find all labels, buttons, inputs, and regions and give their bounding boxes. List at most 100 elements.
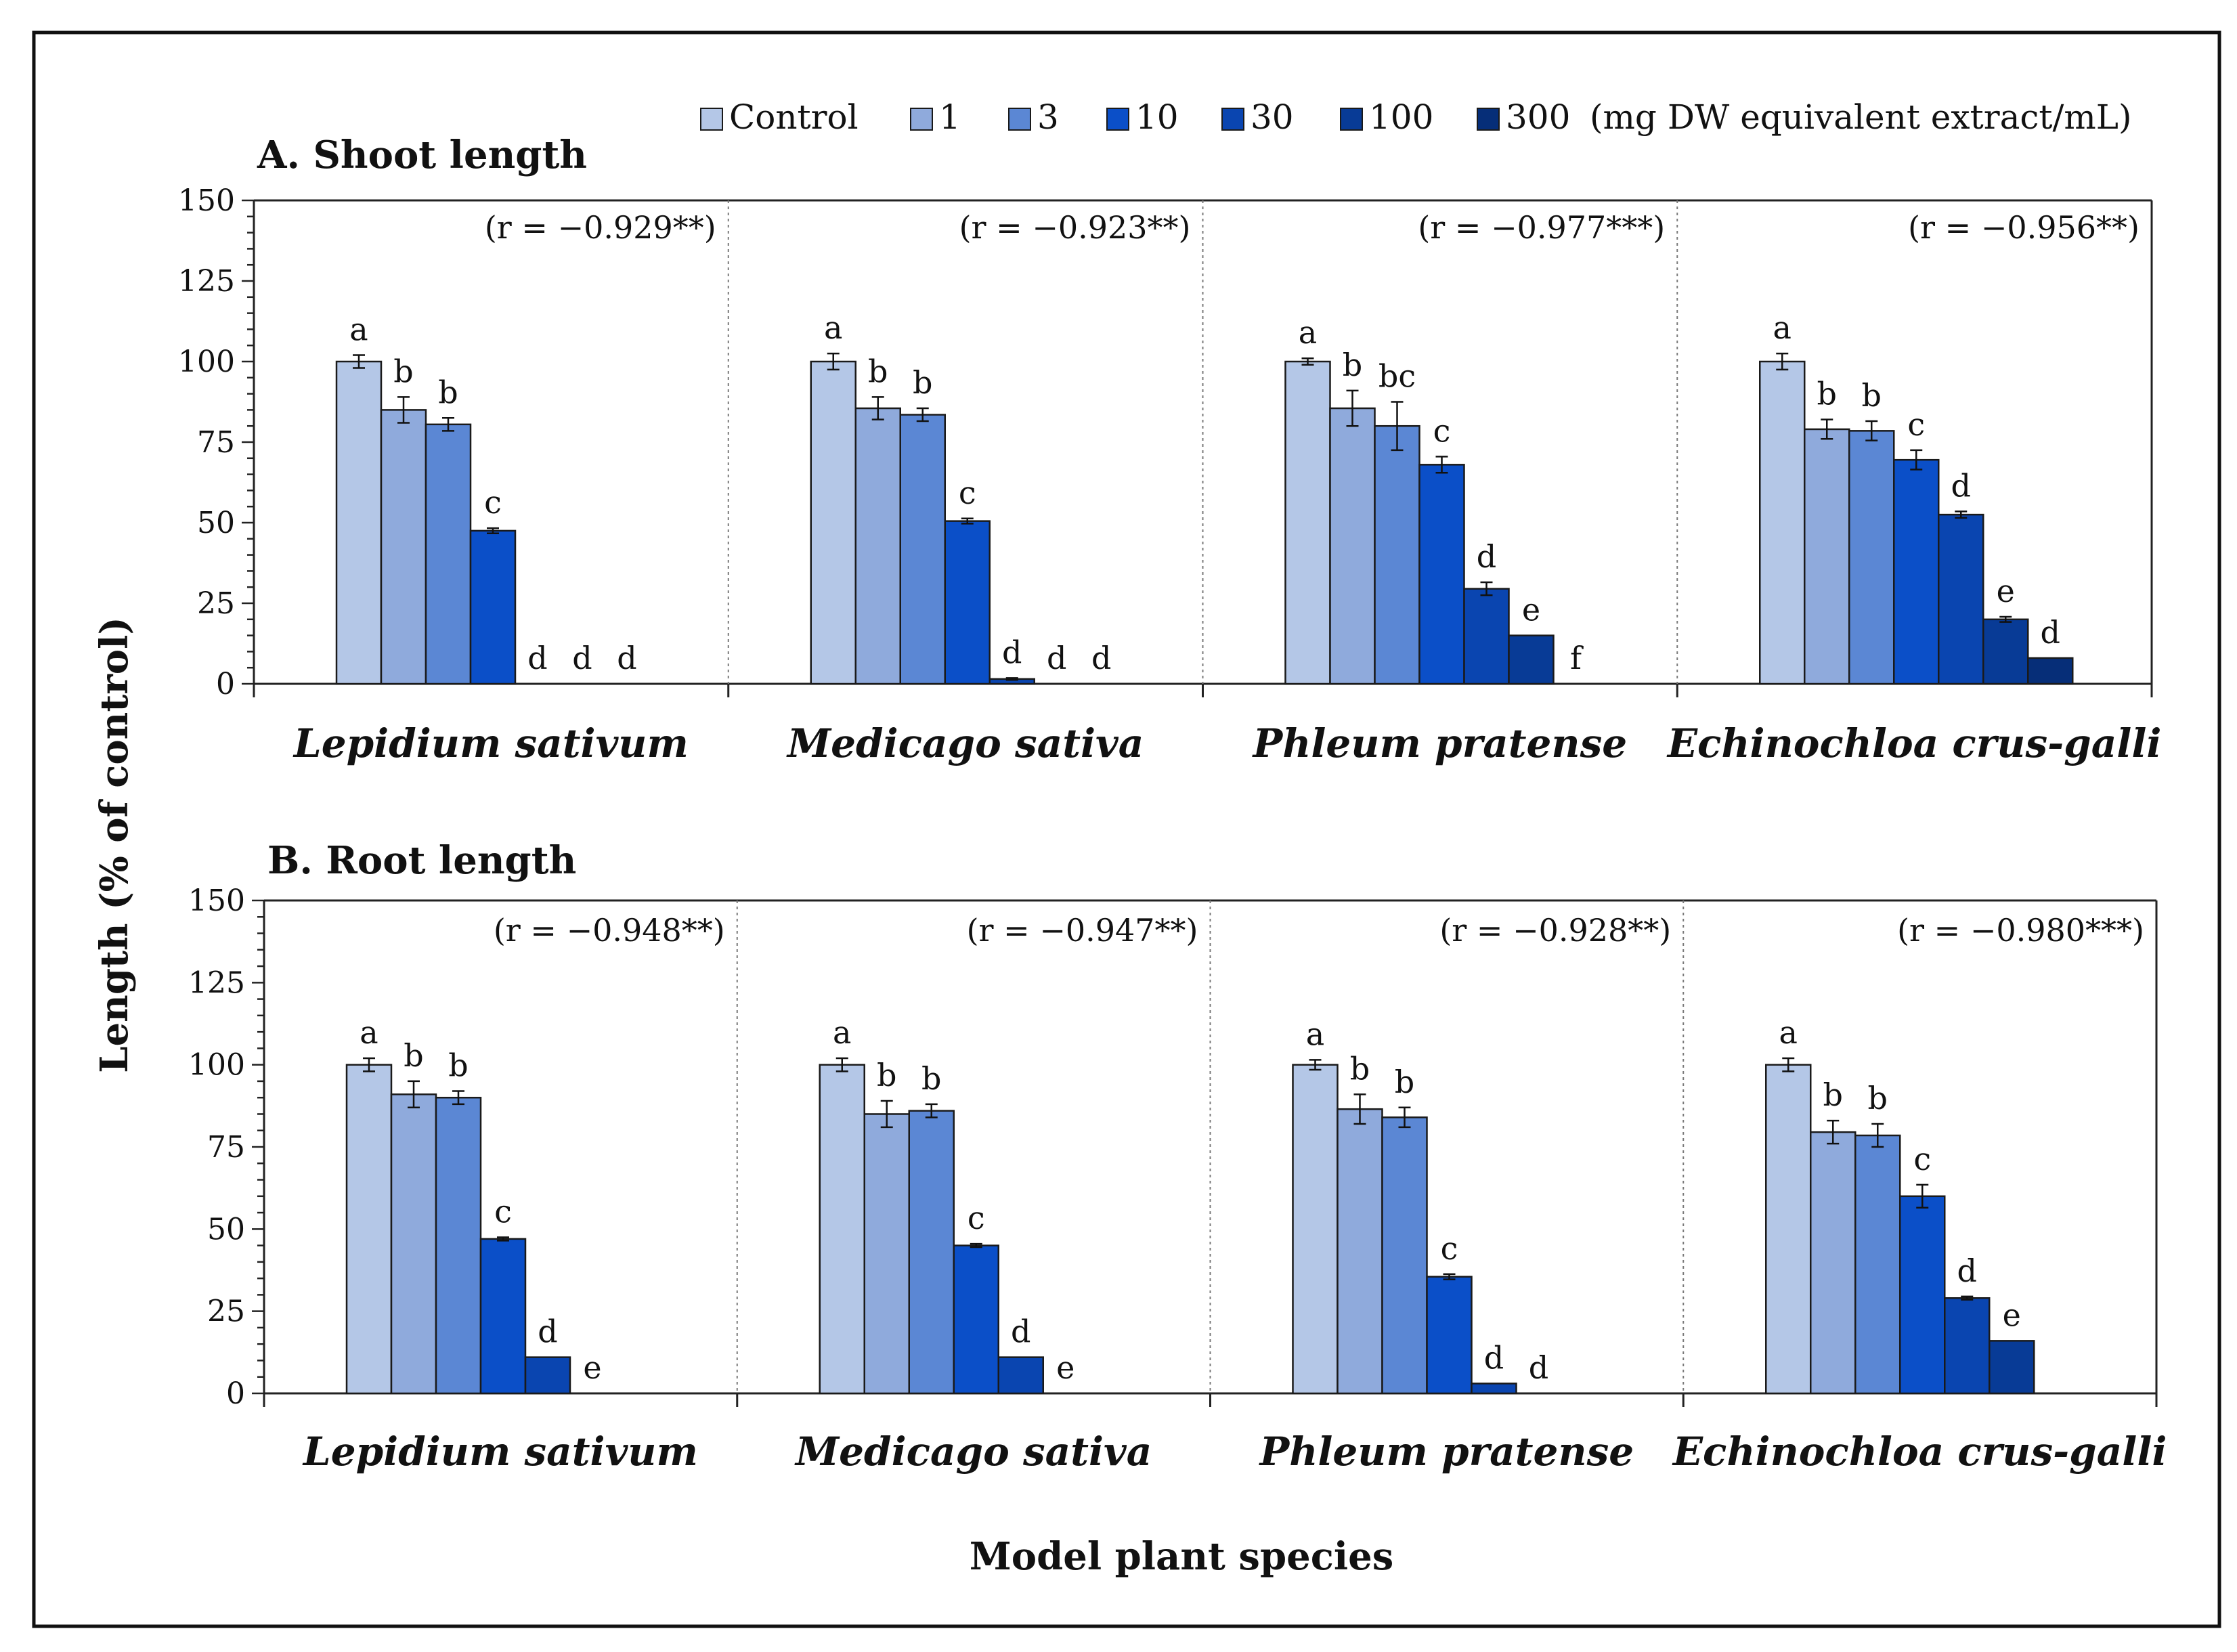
bar-control: [345, 1064, 393, 1395]
significance-letter: c: [1441, 1230, 1458, 1267]
significance-letter: b: [438, 374, 458, 410]
bar-1: [1810, 1131, 1856, 1395]
significance-letter: c: [1907, 406, 1925, 443]
significance-letter: d: [527, 640, 547, 676]
significance-letter: bc: [1378, 358, 1416, 395]
bar-control: [335, 360, 383, 685]
y-tick-label: 125: [178, 264, 235, 299]
legend-label-1: 1: [939, 97, 961, 137]
species-label: Phleum pratense: [1259, 1429, 1634, 1475]
bar-10: [479, 1238, 527, 1395]
bar-1: [1804, 428, 1850, 685]
y-tick-label: 25: [207, 1295, 245, 1329]
y-tick-label: 75: [197, 425, 235, 460]
legend-swatch-300: [1477, 108, 1500, 131]
significance-letter: d: [572, 640, 592, 676]
significance-letter: d: [1951, 467, 1971, 504]
bar-100: [1508, 634, 1555, 685]
significance-letter: b: [913, 364, 932, 401]
correlation-label: (r = −0.980***): [1897, 912, 2144, 949]
significance-letter: b: [1862, 377, 1882, 414]
significance-letter: b: [868, 353, 888, 389]
significance-letter: d: [1477, 538, 1496, 575]
significance-letter: b: [1395, 1064, 1414, 1100]
y-axis-title: Length (% of control): [92, 617, 137, 1073]
significance-letter: c: [968, 1200, 985, 1236]
significance-letter: a: [1299, 314, 1317, 351]
y-tick-label: 75: [207, 1130, 245, 1165]
correlation-label: (r = −0.956**): [1908, 209, 2140, 246]
significance-letter: c: [1913, 1141, 1931, 1177]
species-label: Lepidium sativum: [292, 720, 689, 766]
bar-30: [997, 1356, 1044, 1395]
bar-30: [1938, 513, 1984, 685]
bar-1: [1337, 1108, 1383, 1395]
species-label: Echinochloa crus-galli: [1666, 720, 2162, 766]
significance-letter: a: [1773, 309, 1791, 346]
significance-letter: e: [1056, 1349, 1074, 1386]
bar-control: [1759, 360, 1806, 685]
correlation-label: (r = −0.977***): [1418, 209, 1665, 246]
significance-letter: e: [1997, 573, 2015, 609]
legend-label-100: 100: [1369, 97, 1433, 137]
bar-1: [390, 1093, 437, 1395]
significance-letter: d: [1484, 1339, 1504, 1376]
bar-3: [425, 423, 472, 685]
bar-3: [899, 414, 946, 685]
significance-letter: a: [824, 309, 842, 346]
legend-label-10: 10: [1135, 97, 1179, 137]
legend-label-30: 30: [1251, 97, 1294, 137]
significance-letter: d: [2041, 614, 2060, 651]
significance-letter: d: [538, 1313, 557, 1350]
y-tick-label: 100: [178, 345, 235, 379]
bar-control: [819, 1064, 865, 1395]
y-tick-label: 25: [197, 586, 235, 621]
legend-swatch-30: [1221, 108, 1244, 131]
legend-unit: (mg DW equivalent extract/mL): [1590, 97, 2131, 137]
significance-letter: e: [583, 1349, 601, 1386]
significance-letter: d: [1957, 1253, 1977, 1289]
bar-100: [1989, 1340, 2035, 1395]
legend-swatch-10: [1106, 108, 1129, 131]
bar-10: [944, 520, 991, 685]
significance-letter: a: [1306, 1016, 1324, 1052]
legend-label-300: 300: [1506, 97, 1570, 137]
bar-3: [435, 1096, 482, 1395]
panel-b: 0 25 50 75 100 125 150 (r = −0.948**) Lepidium s…: [188, 884, 2167, 1475]
correlation-label: (r = −0.947**): [967, 912, 1198, 949]
bar-3: [908, 1110, 955, 1395]
bar-10: [1893, 458, 1940, 685]
bar-3: [1854, 1134, 1901, 1395]
legend-swatch-control: [700, 108, 723, 131]
bar-10: [953, 1244, 999, 1395]
bar-3: [1848, 430, 1895, 685]
legend: Control 1 3 10 30 100 300: [700, 97, 1570, 137]
significance-letter: b: [448, 1047, 468, 1083]
bar-control: [810, 360, 856, 685]
panel-a: 0 25 50 75 100 125 150 (r = −0.929**) Lepidium s…: [178, 183, 2161, 766]
species-label: Medicago sativa: [786, 720, 1144, 766]
legend-swatch-3: [1008, 108, 1031, 131]
species-label: Phleum pratense: [1252, 720, 1628, 766]
bar-control: [1765, 1064, 1812, 1395]
figure-frame: [32, 30, 2221, 1628]
significance-letter: c: [494, 1193, 512, 1230]
bar-10: [469, 529, 517, 685]
y-tick-label: 100: [188, 1048, 245, 1083]
bar-10: [1426, 1276, 1473, 1395]
significance-letter: e: [2003, 1297, 2021, 1333]
bar-10: [1418, 464, 1465, 685]
significance-letter: b: [1817, 376, 1837, 412]
y-tick-label: 50: [207, 1212, 245, 1246]
legend-swatch-100: [1340, 108, 1363, 131]
bar-1: [1329, 407, 1376, 685]
significance-letter: b: [1868, 1080, 1888, 1116]
legend-label-control: Control: [729, 97, 859, 137]
significance-letter: d: [1011, 1313, 1030, 1350]
significance-letter: b: [877, 1057, 896, 1093]
significance-letter: c: [484, 484, 502, 521]
significance-letter: b: [1823, 1077, 1843, 1113]
panel-b-title: B. Root length: [267, 838, 576, 883]
